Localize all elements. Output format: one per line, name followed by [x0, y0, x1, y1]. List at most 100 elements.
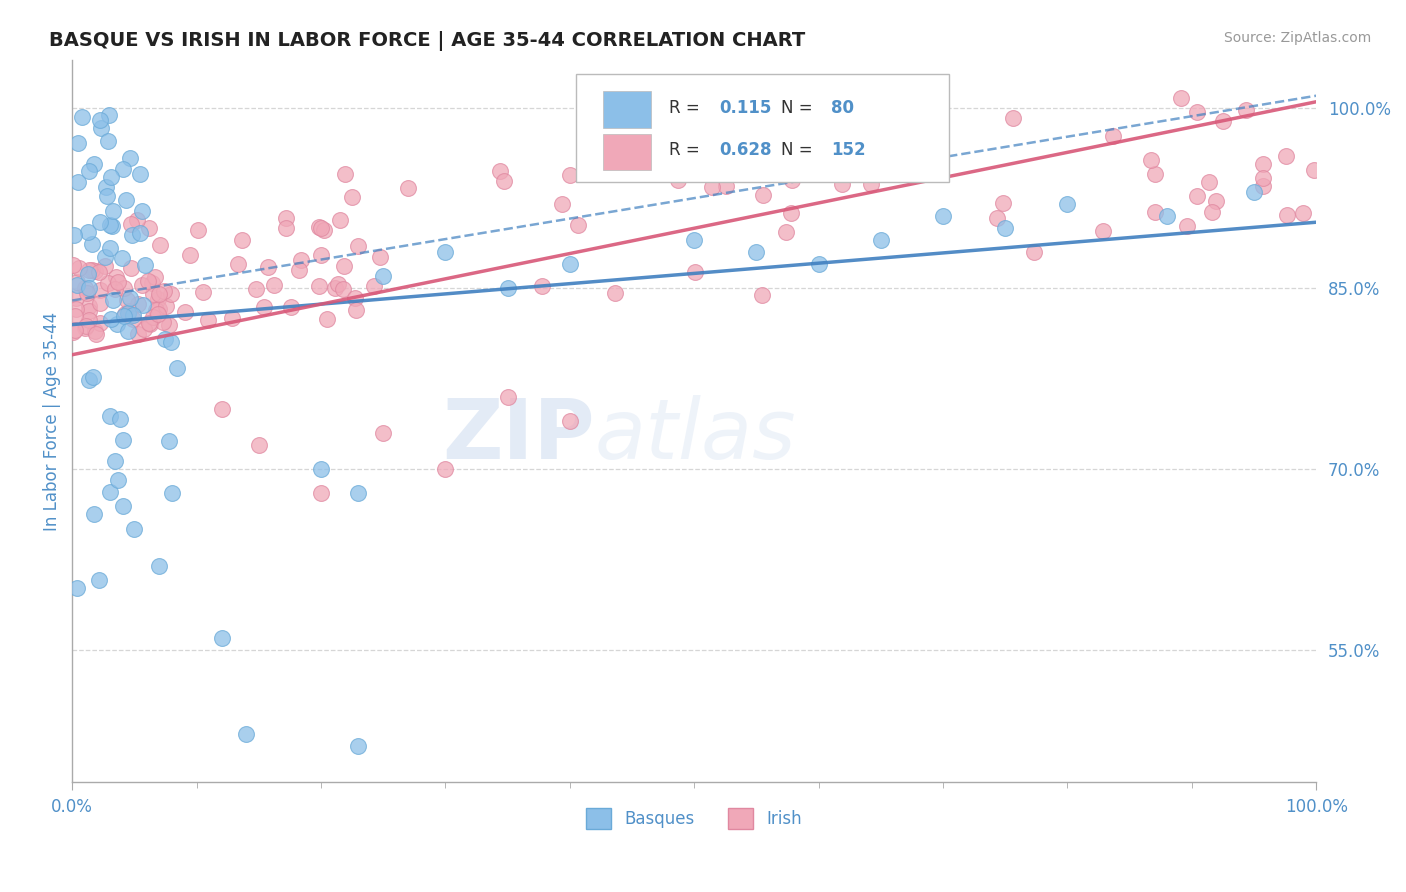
Point	[859, 177, 882, 191]
Point	[276, 221, 298, 235]
Point	[807, 158, 830, 172]
Point	[1185, 189, 1208, 203]
Point	[89, 112, 111, 127]
Point	[347, 739, 370, 754]
Point	[1092, 224, 1115, 238]
Bar	[603, 134, 651, 169]
Point	[77, 373, 100, 387]
Point	[131, 204, 153, 219]
Point	[121, 308, 143, 322]
Point	[396, 181, 419, 195]
Point	[77, 263, 100, 277]
Point	[111, 161, 134, 176]
Point	[211, 401, 233, 416]
Point	[112, 433, 135, 447]
Point	[1291, 206, 1313, 220]
Point	[197, 313, 219, 327]
Point	[316, 312, 339, 326]
Point	[191, 285, 214, 300]
Point	[120, 260, 142, 275]
Point	[1251, 157, 1274, 171]
Point	[558, 257, 581, 271]
Point	[325, 281, 347, 295]
Point	[700, 180, 723, 194]
Point	[146, 292, 169, 306]
Point	[62, 258, 84, 272]
Point	[100, 312, 122, 326]
Legend: Basques, Irish: Basques, Irish	[579, 802, 808, 836]
Point	[90, 121, 112, 136]
Point	[373, 269, 395, 284]
Point	[98, 218, 121, 232]
Point	[370, 251, 392, 265]
Point	[65, 582, 87, 596]
Point	[153, 332, 176, 346]
Point	[290, 252, 312, 267]
Point	[1140, 153, 1163, 168]
Point	[530, 278, 553, 293]
Point	[70, 111, 93, 125]
Point	[120, 151, 142, 165]
Point	[1102, 128, 1125, 143]
Point	[488, 164, 510, 178]
Point	[344, 303, 367, 318]
Point	[567, 218, 589, 232]
Point	[1275, 149, 1298, 163]
Point	[993, 195, 1015, 210]
Point	[434, 245, 457, 260]
Point	[288, 263, 311, 277]
Point	[309, 486, 332, 500]
Point	[101, 203, 124, 218]
Point	[807, 257, 830, 271]
Point	[89, 296, 111, 310]
Point	[683, 233, 706, 247]
Text: N =: N =	[782, 99, 818, 117]
Point	[82, 237, 104, 252]
Point	[1275, 208, 1298, 222]
Point	[256, 260, 278, 274]
Point	[309, 248, 332, 262]
Point	[89, 215, 111, 229]
Point	[434, 462, 457, 476]
Point	[332, 282, 354, 296]
Point	[129, 226, 152, 240]
Point	[73, 321, 96, 335]
Point	[132, 322, 155, 336]
Point	[1143, 167, 1166, 181]
Point	[786, 145, 808, 159]
Point	[76, 267, 98, 281]
Point	[1243, 185, 1265, 199]
Point	[94, 250, 117, 264]
Point	[63, 227, 86, 242]
Point	[83, 157, 105, 171]
Point	[111, 499, 134, 513]
Point	[333, 168, 356, 182]
Point	[152, 315, 174, 329]
Point	[211, 631, 233, 645]
Point	[831, 178, 853, 192]
Point	[107, 473, 129, 487]
Bar	[603, 91, 651, 128]
Point	[148, 307, 170, 321]
Point	[153, 284, 176, 298]
Point	[107, 275, 129, 289]
Point	[496, 281, 519, 295]
Point	[333, 259, 356, 273]
Point	[1205, 194, 1227, 208]
Point	[780, 173, 803, 187]
Text: 0.628: 0.628	[718, 141, 772, 160]
Y-axis label: In Labor Force | Age 35-44: In Labor Force | Age 35-44	[44, 311, 60, 531]
Point	[76, 286, 98, 301]
Point	[1156, 209, 1178, 223]
Point	[117, 306, 139, 320]
Point	[115, 194, 138, 208]
Point	[347, 486, 370, 500]
Point	[869, 233, 891, 247]
Point	[1022, 244, 1045, 259]
Point	[101, 219, 124, 234]
Point	[77, 225, 100, 239]
Point	[245, 282, 267, 296]
Point	[138, 220, 160, 235]
Text: 0.115: 0.115	[718, 99, 772, 117]
Point	[66, 136, 89, 150]
